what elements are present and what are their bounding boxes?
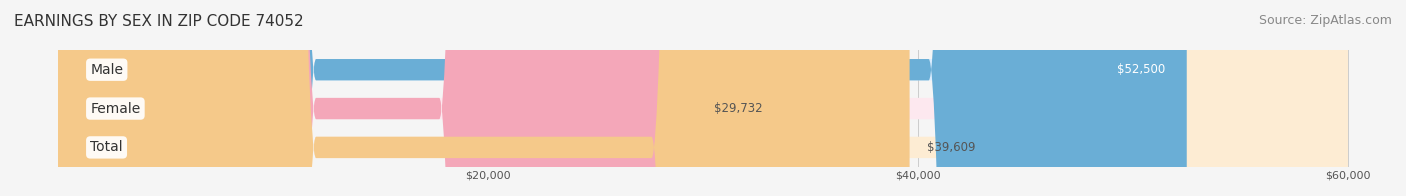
Text: $29,732: $29,732 [714, 102, 763, 115]
FancyBboxPatch shape [58, 0, 910, 196]
Text: Male: Male [90, 63, 124, 77]
FancyBboxPatch shape [58, 0, 1348, 196]
Text: Source: ZipAtlas.com: Source: ZipAtlas.com [1258, 14, 1392, 27]
Text: $52,500: $52,500 [1116, 63, 1166, 76]
Text: Female: Female [90, 102, 141, 116]
FancyBboxPatch shape [58, 0, 1348, 196]
FancyBboxPatch shape [58, 0, 697, 196]
FancyBboxPatch shape [58, 0, 1187, 196]
Text: EARNINGS BY SEX IN ZIP CODE 74052: EARNINGS BY SEX IN ZIP CODE 74052 [14, 14, 304, 29]
Text: Total: Total [90, 140, 122, 154]
Text: $39,609: $39,609 [927, 141, 976, 154]
FancyBboxPatch shape [58, 0, 1348, 196]
